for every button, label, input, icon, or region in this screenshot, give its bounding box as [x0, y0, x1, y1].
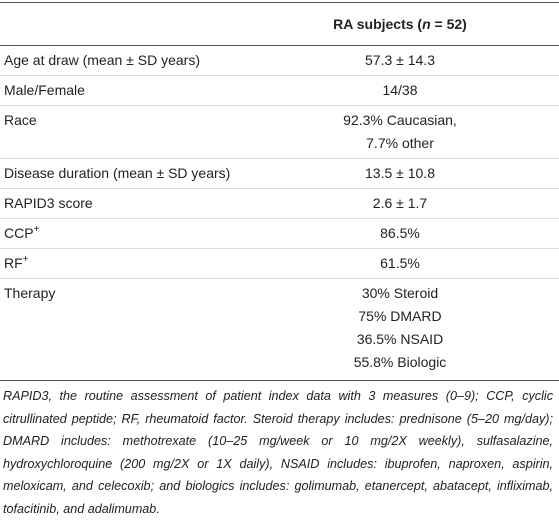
label-text: RF — [4, 255, 23, 271]
header-cell — [0, 2, 241, 46]
row-label: Therapy — [0, 278, 241, 381]
value-line: 92.3% Caucasian, — [343, 112, 457, 128]
table-row: RF+ 61.5% — [0, 248, 559, 279]
table-row: RAPID3 score 2.6 ± 1.7 — [0, 188, 559, 219]
footnote: RAPID3, the routine assessment of patien… — [3, 389, 553, 516]
table-row: Race 92.3% Caucasian, 7.7% other — [0, 105, 559, 159]
table-row: Disease duration (mean ± SD years) 13.5 ±… — [0, 158, 559, 189]
table-row: Male/Female 14/38 — [0, 75, 559, 106]
row-label: Race — [0, 105, 241, 159]
row-value: 92.3% Caucasian, 7.7% other — [241, 105, 559, 159]
row-label: RAPID3 score — [0, 188, 241, 219]
value-line: 7.7% other — [366, 135, 434, 151]
value-line: 14/38 — [382, 82, 418, 98]
row-label: Disease duration (mean ± SD years) — [0, 158, 241, 189]
row-value: 14/38 — [241, 75, 559, 106]
label-text: CCP — [4, 225, 34, 241]
value-line: 55.8% Biologic — [353, 354, 447, 370]
label-superscript: + — [33, 224, 40, 235]
value-line: 30% Steroid — [361, 285, 439, 301]
header-text: RA subjects ( — [333, 15, 423, 32]
row-label: RF+ — [0, 248, 241, 279]
value-line: 86.5% — [380, 225, 420, 241]
row-label: CCP+ — [0, 218, 241, 249]
table-row: Therapy 30% Steroid 75% DMARD 36.5% NSAID 55… — [0, 278, 559, 381]
row-value: 61.5% — [241, 248, 559, 279]
value-line: 13.5 ± 10.8 — [365, 165, 435, 181]
header-text: n — [422, 15, 431, 32]
row-label: Age at draw (mean ± SD years) — [0, 45, 241, 76]
row-value: 13.5 ± 10.8 — [241, 158, 559, 189]
row-value: 57.3 ± 14.3 — [241, 45, 559, 76]
header-cell: RA subjects (n = 52) — [241, 2, 559, 46]
table: RA subjects (n = 52) Age at draw (mean ±… — [0, 2, 559, 381]
row-value: 86.5% — [241, 218, 559, 249]
value-line: 57.3 ± 14.3 — [365, 52, 435, 68]
value-line: 75% DMARD — [358, 308, 442, 324]
header-row: RA subjects (n = 52) — [0, 2, 559, 46]
value-line: 36.5% NSAID — [356, 331, 444, 347]
value-line: 61.5% — [380, 255, 420, 271]
row-label: Male/Female — [0, 75, 241, 106]
table-row: Age at draw (mean ± SD years) 57.3 ± 14.3 — [0, 45, 559, 76]
row-value: 2.6 ± 1.7 — [241, 188, 559, 219]
table-row: CCP+ 86.5% — [0, 218, 559, 249]
label-superscript: + — [22, 254, 29, 265]
header-text: = 52) — [430, 15, 467, 32]
value-line: 2.6 ± 1.7 — [372, 195, 428, 211]
row-value: 30% Steroid 75% DMARD 36.5% NSAID 55.8% Bio… — [241, 278, 559, 381]
